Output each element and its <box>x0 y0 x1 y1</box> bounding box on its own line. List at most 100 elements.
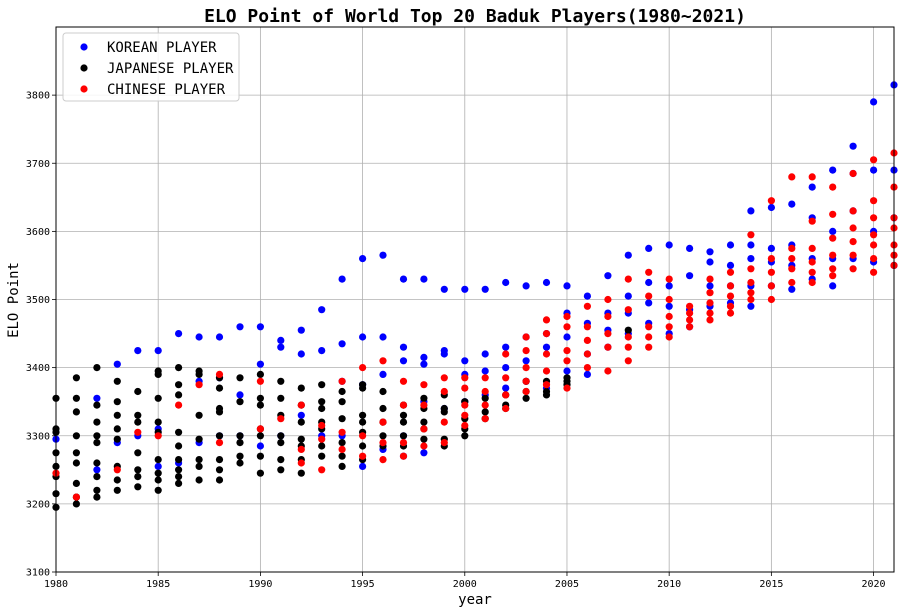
point-korean <box>420 353 428 361</box>
point-chinese <box>195 381 203 389</box>
point-chinese <box>604 295 612 304</box>
point-chinese <box>829 272 837 280</box>
point-korean <box>808 183 816 191</box>
point-japanese <box>72 459 80 467</box>
point-chinese <box>767 268 776 276</box>
point-chinese <box>379 357 387 365</box>
point-chinese <box>665 323 673 331</box>
point-japanese <box>236 459 244 467</box>
point-japanese <box>195 462 203 470</box>
point-chinese <box>583 302 592 310</box>
point-japanese <box>420 394 428 402</box>
point-japanese <box>72 449 80 457</box>
point-japanese <box>93 493 101 501</box>
point-japanese <box>420 435 428 443</box>
y-tick-label: 3100 <box>26 568 50 579</box>
point-japanese <box>175 442 183 450</box>
point-korean <box>502 364 510 372</box>
point-chinese <box>542 350 551 358</box>
point-chinese <box>624 333 632 341</box>
point-japanese <box>542 391 551 399</box>
x-axis-ticks: 1980 1985 1990 1995 2000 2005 2010 2015 2020 <box>44 572 886 590</box>
point-korean <box>706 258 714 266</box>
point-chinese <box>665 295 673 304</box>
data-points <box>52 81 898 511</box>
point-korean <box>420 449 428 457</box>
point-chinese <box>563 323 571 331</box>
point-korean <box>297 350 305 358</box>
point-chinese <box>645 292 653 300</box>
point-japanese <box>154 418 162 426</box>
point-korean <box>481 285 489 293</box>
point-japanese <box>379 404 387 413</box>
point-chinese <box>726 292 735 300</box>
point-chinese <box>461 401 469 409</box>
point-korean <box>624 251 632 259</box>
y-tick-label: 3800 <box>26 91 50 102</box>
point-korean <box>481 367 489 375</box>
point-japanese <box>113 377 121 385</box>
point-chinese <box>563 347 571 355</box>
point-chinese <box>788 255 796 263</box>
point-japanese <box>297 469 305 477</box>
point-chinese <box>624 343 632 351</box>
point-korean <box>542 343 551 351</box>
point-japanese <box>134 473 142 481</box>
point-korean <box>583 292 592 300</box>
point-japanese <box>72 408 80 416</box>
point-chinese <box>829 183 837 191</box>
point-japanese <box>399 432 408 440</box>
point-japanese <box>256 394 264 402</box>
point-japanese <box>256 432 264 440</box>
point-japanese <box>359 418 367 426</box>
point-chinese <box>481 401 489 409</box>
point-japanese <box>440 408 448 416</box>
point-chinese <box>808 278 816 287</box>
point-korean <box>256 442 264 450</box>
point-chinese <box>522 377 530 385</box>
x-axis-label: year <box>458 592 492 608</box>
point-chinese <box>829 234 837 242</box>
point-chinese <box>318 421 326 430</box>
point-chinese <box>767 282 776 290</box>
point-chinese <box>297 401 305 409</box>
point-chinese <box>461 384 469 392</box>
point-korean <box>747 255 755 263</box>
point-korean <box>563 282 571 290</box>
point-japanese <box>318 381 326 389</box>
point-japanese <box>175 364 183 372</box>
y-axis-label: ELO Point <box>6 262 22 338</box>
point-chinese <box>686 309 694 317</box>
point-korean <box>665 241 673 249</box>
point-chinese <box>726 268 735 276</box>
point-japanese <box>379 387 387 396</box>
point-chinese <box>215 370 224 378</box>
point-korean <box>297 326 305 334</box>
point-japanese <box>256 401 264 409</box>
y-tick-label: 3400 <box>26 363 50 374</box>
point-chinese <box>420 425 428 433</box>
point-japanese <box>175 391 183 399</box>
x-tick-label: 2020 <box>862 579 886 590</box>
point-korean <box>502 278 510 287</box>
point-japanese <box>93 364 101 372</box>
point-korean <box>256 360 264 368</box>
point-japanese <box>297 418 305 426</box>
point-korean <box>461 285 469 293</box>
point-korean <box>236 323 244 331</box>
point-japanese <box>215 432 224 440</box>
point-korean <box>686 244 694 252</box>
point-japanese <box>215 456 224 464</box>
point-korean <box>359 462 367 470</box>
point-japanese <box>113 435 121 443</box>
point-chinese <box>645 343 653 351</box>
point-japanese <box>113 398 121 406</box>
point-chinese <box>829 251 837 259</box>
point-korean <box>338 275 346 283</box>
point-chinese <box>379 439 387 447</box>
point-korean <box>747 302 755 310</box>
point-chinese <box>113 466 121 474</box>
point-japanese <box>359 442 367 450</box>
x-tick-label: 2010 <box>657 579 681 590</box>
point-chinese <box>665 333 673 341</box>
